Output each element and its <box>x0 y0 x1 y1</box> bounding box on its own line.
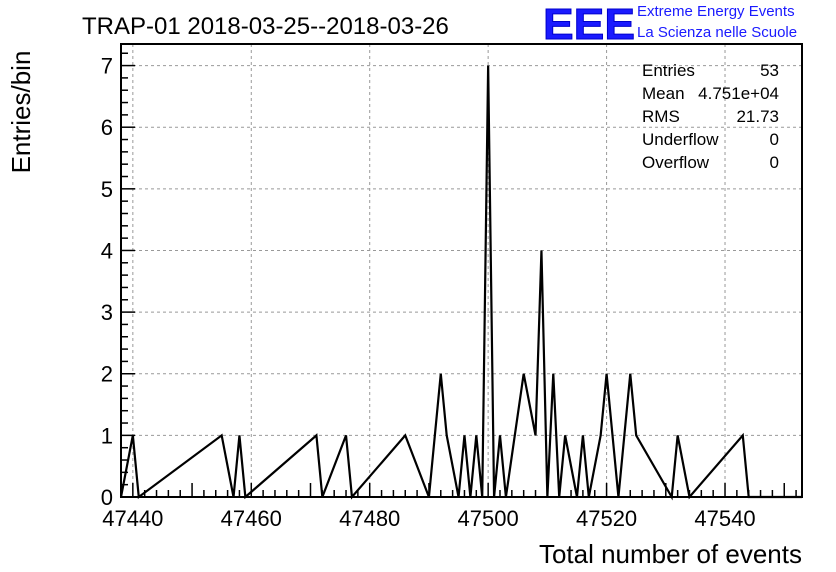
y-tick-label: 2 <box>101 362 113 387</box>
stats-value: 21.73 <box>736 107 779 126</box>
stats-box: Entries 53 Mean 4.751e+04 RMS 21.73 Underflow 0… <box>642 61 779 172</box>
x-tick-label: 47500 <box>458 506 519 531</box>
x-tick-label: 47460 <box>221 506 282 531</box>
y-axis-label: Entries/bin <box>6 51 36 174</box>
histogram-bin <box>405 435 411 497</box>
histogram-bin <box>530 374 536 497</box>
histogram-bin <box>607 374 613 497</box>
stats-value: 53 <box>760 61 779 80</box>
histogram-bin <box>565 435 571 497</box>
histogram-bin <box>541 250 547 497</box>
histogram-bin <box>684 435 690 497</box>
histogram-outline <box>119 65 802 501</box>
histogram-bin <box>660 435 666 497</box>
y-tick-label: 1 <box>101 423 113 448</box>
logo-line-2: La Scienza nelle Scuole <box>637 24 798 41</box>
histogram-bin <box>441 374 447 497</box>
histogram-bin <box>743 435 749 497</box>
histogram-bin <box>636 435 642 497</box>
histogram-bin <box>464 435 470 497</box>
histogram-bin <box>571 435 577 497</box>
histogram-bin <box>228 435 234 497</box>
x-tick-label: 47480 <box>339 506 400 531</box>
stats-value: 0 <box>770 130 779 149</box>
chart-title: TRAP-01 2018-03-25--2018-03-26 <box>82 13 449 40</box>
eee-logo-mark: EEE <box>543 0 635 49</box>
histogram-bin <box>553 374 559 497</box>
x-tick-label: 47520 <box>576 506 637 531</box>
y-tick-label: 6 <box>101 115 113 140</box>
histogram-bin <box>488 66 494 497</box>
histogram-bin <box>346 435 352 497</box>
histogram-bin <box>601 435 607 497</box>
stats-value: 0 <box>770 153 779 172</box>
histogram-bin <box>536 435 542 497</box>
histogram-bin <box>423 435 429 497</box>
y-tick-label: 5 <box>101 177 113 202</box>
histogram-bin <box>239 435 245 497</box>
histogram-bin <box>133 435 139 497</box>
histogram-bin <box>624 435 630 497</box>
histogram-bin <box>654 435 660 497</box>
y-tick-label: 7 <box>101 54 113 79</box>
histogram-bin <box>453 435 459 497</box>
histogram-bin <box>666 435 672 497</box>
histogram-bin <box>630 374 636 497</box>
stats-label: Overflow <box>642 153 710 172</box>
histogram-bin <box>524 374 530 497</box>
stats-value: 4.751e+04 <box>698 84 779 103</box>
histogram-bars <box>119 65 802 501</box>
histogram-bin <box>411 435 417 497</box>
stats-label: RMS <box>642 107 680 126</box>
histogram-bin <box>613 435 619 497</box>
logo-line-1: Extreme Energy Events <box>637 3 795 20</box>
y-tick-label: 3 <box>101 300 113 325</box>
plot-frame <box>120 43 803 498</box>
histogram-bin <box>476 435 482 497</box>
histogram-bin <box>583 435 589 497</box>
y-tick-label: 4 <box>101 238 113 263</box>
histogram-bin <box>435 435 441 497</box>
stats-label: Entries <box>642 61 695 80</box>
y-tick-label: 0 <box>101 485 113 510</box>
stats-label: Underflow <box>642 130 719 149</box>
x-tick-label: 47440 <box>102 506 163 531</box>
axis-ticks: 47440 47460 47480 47500 47520 47540 0 1 2 3 4 5 6 7 <box>101 52 797 531</box>
histogram-bin <box>316 435 322 497</box>
stats-label: Mean <box>642 84 685 103</box>
x-tick-label: 47540 <box>694 506 755 531</box>
x-axis-label: Total number of events <box>539 539 802 569</box>
histogram-bin <box>222 435 228 497</box>
grid <box>121 44 802 497</box>
histogram-bin <box>648 435 654 497</box>
histogram-bin <box>678 435 684 497</box>
histogram-bin <box>500 435 506 497</box>
histogram-bin <box>417 435 423 497</box>
histogram-bin <box>642 435 648 497</box>
histogram-bin <box>447 435 453 497</box>
